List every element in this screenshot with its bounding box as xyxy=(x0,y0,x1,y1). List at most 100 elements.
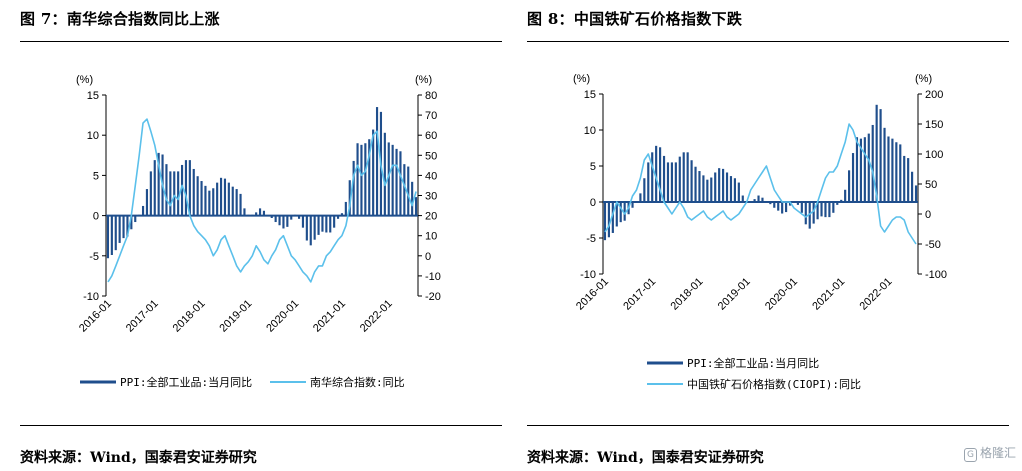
ppi-bar xyxy=(631,202,634,208)
ppi-bar xyxy=(118,215,121,243)
x-tick-label: 2018-01 xyxy=(171,298,208,335)
ppi-bar xyxy=(372,129,375,216)
ppi-bar xyxy=(274,215,277,223)
title-rule xyxy=(527,41,1009,42)
ppi-bar xyxy=(368,139,371,216)
x-tick-label: 2020-01 xyxy=(763,276,800,313)
chart-right: (%) (%)151050-5-10200150100500-50-1002016… xyxy=(573,73,947,391)
watermark: G 格隆汇 xyxy=(964,444,1016,462)
ppi-bar xyxy=(348,180,351,216)
ppi-bar xyxy=(364,143,367,216)
ppi-bar xyxy=(297,215,301,219)
ppi-bar xyxy=(352,160,355,216)
ppi-bar xyxy=(305,215,308,241)
ppi-bar xyxy=(325,215,328,233)
x-tick-label: 2021-01 xyxy=(311,298,348,335)
ppi-bar xyxy=(122,215,125,239)
x-tick-label: 2016-01 xyxy=(574,276,611,313)
ppi-bar xyxy=(670,162,673,202)
left-tick-label: 5 xyxy=(590,161,596,173)
figure-8: 图 8：中国铁矿石价格指数下跌 (%) (%) 15 10 5 0 -5 -10 200 150 1… xyxy=(527,0,1017,471)
ppi-bar xyxy=(662,155,666,202)
ppi-bar xyxy=(808,202,811,229)
ppi-bar xyxy=(694,166,697,202)
ppi-bar xyxy=(682,152,685,202)
x-tick-label: 2021-01 xyxy=(810,276,847,313)
left-axis-unit: (%) xyxy=(76,74,93,86)
left-tick-label: -5 xyxy=(89,251,99,263)
right-tick-label: 0 xyxy=(925,209,931,221)
ppi-bar xyxy=(149,171,152,216)
ppi-bar xyxy=(725,172,729,202)
ppi-bar xyxy=(611,202,614,233)
ppi-bar xyxy=(851,153,855,202)
figure-title: 图 8：中国铁矿石价格指数下跌 xyxy=(527,10,743,28)
ppi-bar xyxy=(356,143,359,216)
ppi-bar xyxy=(188,160,191,216)
ppi-bar xyxy=(196,176,199,216)
ppi-bar xyxy=(891,138,894,202)
ppi-bar xyxy=(282,215,285,229)
ppi-bar xyxy=(867,133,870,202)
ppi-bar xyxy=(643,178,646,202)
ppi-bar xyxy=(781,202,784,214)
ppi-bar xyxy=(848,170,851,202)
ppi-bar xyxy=(126,215,129,237)
ppi-bar xyxy=(737,182,740,202)
ppi-bar xyxy=(733,178,736,202)
ppi-bar xyxy=(270,215,273,219)
right-tick-label: -10 xyxy=(425,271,441,283)
x-tick-label: 2022-01 xyxy=(358,298,395,335)
ppi-bar xyxy=(114,215,117,251)
ppi-bar xyxy=(145,189,149,216)
right-tick-label: 70 xyxy=(425,110,437,122)
right-tick-label: -20 xyxy=(425,291,441,303)
x-tick-label: 2019-01 xyxy=(716,276,753,313)
ppi-bar xyxy=(690,160,693,202)
ppi-bar xyxy=(403,164,406,216)
ppi-bar xyxy=(200,181,203,216)
ppi-bar xyxy=(301,215,305,228)
figure-7: 图 7：南华综合指数同比上涨 (%) (%) 15 10 5 0 -5 -10 80 70 60 50… xyxy=(20,0,510,471)
ppi-bar xyxy=(219,177,223,216)
source-note: 资料来源：Wind，国泰君安证券研究 xyxy=(527,450,764,466)
ppi-bar xyxy=(130,215,133,230)
ppi-bar xyxy=(761,197,764,202)
ppi-bar xyxy=(223,178,227,216)
ppi-bar xyxy=(321,215,324,232)
ppi-bar xyxy=(639,193,642,202)
ppi-bar xyxy=(204,185,207,216)
ppi-bar xyxy=(788,202,792,206)
ppi-bar xyxy=(615,202,618,227)
ppi-bar xyxy=(651,152,654,202)
ppi-bar xyxy=(309,215,312,246)
x-tick-label: 2017-01 xyxy=(124,298,161,335)
ppi-bar xyxy=(235,189,238,216)
left-tick-label: -5 xyxy=(586,233,596,245)
ppi-bar xyxy=(757,195,760,202)
legend-label: PPI:全部工业品:当月同比 xyxy=(687,356,819,370)
left-tick-label: 10 xyxy=(87,130,99,142)
ppi-bar xyxy=(134,215,137,223)
title-rule xyxy=(20,41,502,42)
legend-label: 南华综合指数:同比 xyxy=(310,375,405,389)
ppi-bar xyxy=(169,171,172,216)
ppi-bar xyxy=(666,162,670,202)
left-tick-label: 5 xyxy=(93,170,99,182)
ppi-bar xyxy=(177,171,180,216)
ppi-bar xyxy=(407,166,410,216)
ppi-bar xyxy=(887,136,890,202)
right-tick-label: 0 xyxy=(425,251,431,263)
left-tick-label: 15 xyxy=(584,89,596,101)
ppi-bar xyxy=(698,171,701,202)
left-tick-label: -10 xyxy=(83,291,99,303)
ppi-bar xyxy=(702,175,705,202)
left-tick-label: 0 xyxy=(93,211,99,223)
ppi-bar xyxy=(180,164,184,216)
ppi-bar xyxy=(391,144,394,216)
watermark-logo-icon: G xyxy=(964,448,977,462)
ppi-bar xyxy=(313,215,316,240)
ppi-bar xyxy=(800,202,803,213)
watermark-text: 格隆汇 xyxy=(979,446,1016,460)
ppi-bar xyxy=(212,188,215,216)
